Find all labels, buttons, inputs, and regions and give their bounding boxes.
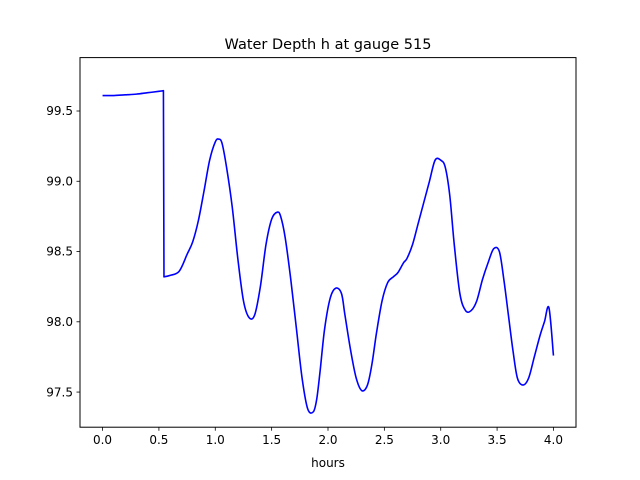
x-tick-label: 2.5: [375, 433, 394, 447]
y-tick-label: 97.5: [46, 385, 73, 399]
y-tick-label: 99.0: [46, 174, 73, 188]
x-tick-label: 1.5: [262, 433, 281, 447]
x-axis-label: hours: [311, 456, 345, 470]
x-tick-label: 4.0: [544, 433, 563, 447]
y-axis: 97.5 98.0 98.5 99.0 99.5: [46, 104, 80, 399]
series-line: [102, 89, 555, 414]
y-tick-label: 98.5: [46, 245, 73, 259]
x-axis: 0.0 0.5 1.0 1.5 2.0 2.5 3.0 3.5 4.0: [93, 427, 563, 447]
x-tick-label: 3.5: [488, 433, 507, 447]
x-tick-label: 3.0: [431, 433, 450, 447]
plot-frame: [79, 57, 577, 428]
y-tick-label: 98.0: [46, 315, 73, 329]
x-tick-label: 1.0: [206, 433, 225, 447]
plot-area: [102, 89, 555, 414]
chart-title: Water Depth h at gauge 515: [225, 37, 432, 53]
x-tick-label: 0.5: [149, 433, 168, 447]
x-tick-label: 2.0: [318, 433, 337, 447]
y-tick-label: 99.5: [46, 104, 73, 118]
x-tick-label: 0.0: [93, 433, 112, 447]
